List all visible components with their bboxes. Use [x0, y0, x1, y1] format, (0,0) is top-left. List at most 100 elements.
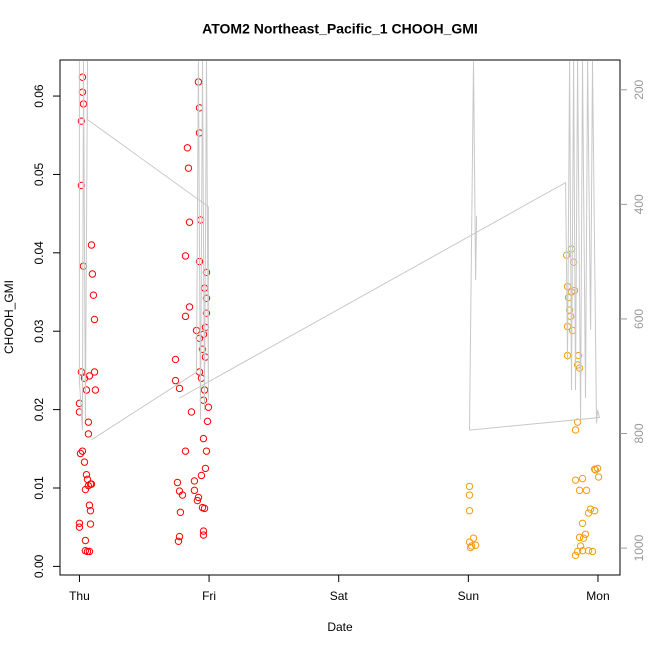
point — [573, 418, 582, 426]
point — [578, 519, 587, 527]
point — [87, 480, 96, 488]
point — [185, 218, 194, 226]
point — [171, 355, 180, 364]
point — [183, 144, 192, 152]
point — [175, 532, 184, 541]
x-tick-label: Sun — [458, 589, 479, 603]
point — [81, 536, 90, 545]
point — [75, 399, 84, 408]
point — [201, 464, 210, 473]
point — [87, 241, 96, 249]
point — [91, 386, 100, 394]
point — [578, 474, 587, 483]
point — [594, 473, 603, 481]
y-tick-label: 0.03 — [32, 319, 46, 343]
y2-tick-label: 1000 — [632, 534, 646, 561]
point — [76, 449, 85, 458]
point — [187, 408, 196, 416]
point — [203, 417, 212, 426]
point — [88, 270, 97, 278]
point — [194, 493, 203, 502]
point — [571, 476, 580, 484]
point — [75, 523, 84, 531]
point — [197, 374, 206, 382]
point — [465, 491, 474, 499]
point — [81, 485, 90, 494]
y-tick-label: 0.06 — [32, 84, 46, 108]
point — [573, 547, 582, 556]
point — [202, 309, 211, 317]
point — [85, 501, 94, 509]
point — [586, 505, 595, 513]
point — [171, 376, 180, 385]
y2-tick-label: 600 — [632, 309, 646, 329]
point — [185, 303, 194, 311]
point — [199, 531, 208, 539]
point — [469, 534, 478, 542]
point — [465, 538, 474, 546]
x-tick-label: Thu — [69, 589, 90, 603]
point — [582, 486, 591, 495]
point — [466, 543, 475, 552]
point — [176, 508, 185, 516]
point — [78, 73, 87, 81]
point — [85, 372, 94, 380]
point — [199, 396, 208, 404]
point — [198, 345, 207, 353]
point — [174, 537, 183, 545]
y-tick-label: 0.05 — [32, 162, 46, 186]
point — [571, 551, 580, 560]
x-axis-label: Date — [327, 620, 353, 634]
point — [193, 496, 202, 505]
point — [83, 547, 92, 556]
point — [195, 104, 204, 112]
point — [576, 542, 585, 550]
point — [579, 534, 588, 542]
chart-title: ATOM2 Northeast_Pacific_1 CHOOH_GMI — [202, 21, 478, 37]
point — [75, 519, 84, 527]
point — [90, 368, 99, 376]
point — [591, 466, 600, 474]
point — [465, 482, 474, 491]
point — [181, 252, 190, 260]
point — [575, 486, 584, 495]
point — [567, 245, 576, 253]
y-tick-label: 0.00 — [32, 554, 46, 578]
point — [195, 334, 204, 342]
point — [199, 527, 208, 535]
point — [85, 547, 94, 556]
point — [184, 164, 193, 172]
y-tick-label: 0.01 — [32, 476, 46, 500]
point — [200, 504, 209, 513]
point — [199, 434, 208, 443]
point — [190, 477, 199, 485]
point — [181, 312, 190, 321]
point — [202, 294, 211, 302]
point — [467, 542, 476, 550]
point — [563, 282, 572, 291]
x-tick-label: Sat — [330, 589, 349, 603]
y2-tick-label: 800 — [632, 423, 646, 443]
y-tick-label: 0.04 — [32, 241, 46, 265]
point — [84, 430, 93, 438]
point — [173, 478, 182, 487]
point — [78, 447, 87, 455]
y-tick-label: 0.02 — [32, 398, 46, 422]
point — [78, 88, 87, 96]
point — [584, 509, 593, 517]
point — [77, 368, 86, 376]
point — [181, 447, 190, 455]
point — [77, 117, 86, 125]
pressure-line — [78, 61, 601, 441]
point — [196, 216, 205, 224]
point — [465, 507, 474, 515]
point — [581, 530, 590, 538]
point — [593, 464, 602, 473]
y-axis-label: CHOOH_GMI — [2, 280, 16, 354]
point — [82, 386, 91, 394]
point — [571, 426, 580, 434]
point — [190, 486, 199, 495]
point — [82, 470, 91, 479]
x-tick-label: Fri — [202, 589, 216, 603]
